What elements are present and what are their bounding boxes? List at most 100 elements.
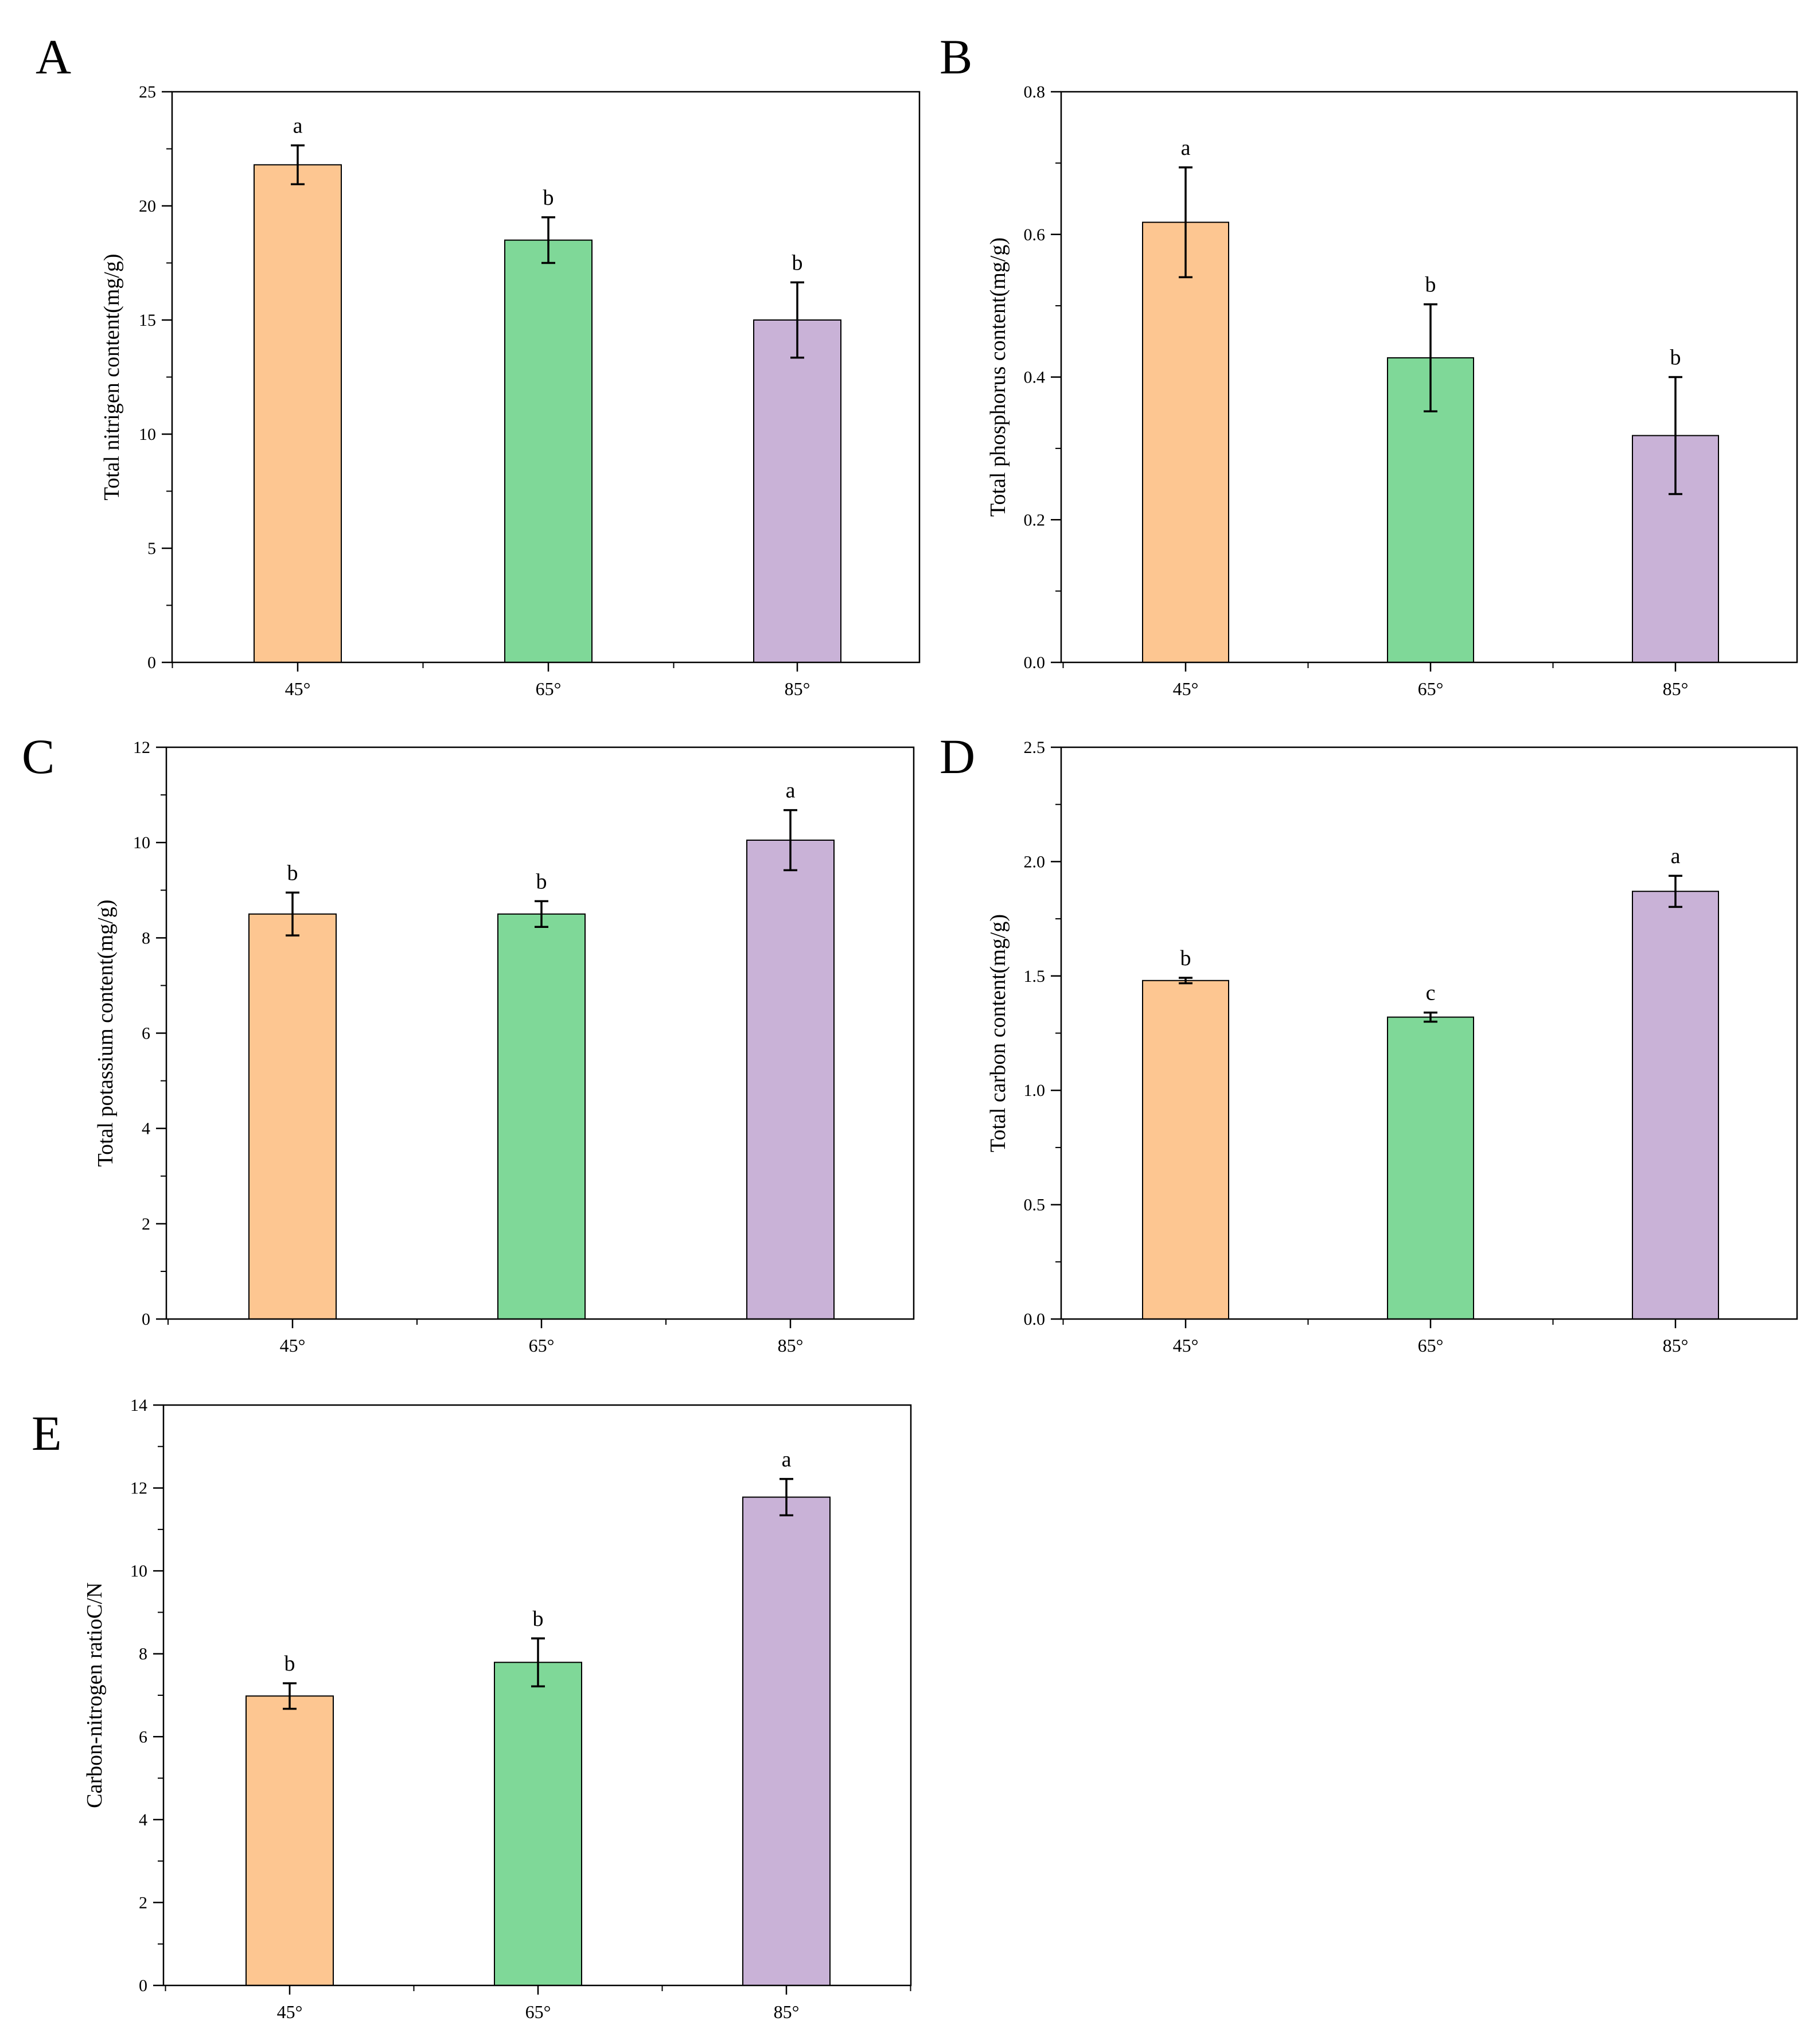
significance-label: a	[1671, 844, 1681, 868]
panel-letter: D	[940, 729, 975, 784]
y-tick-label: 20	[139, 197, 156, 216]
y-tick-label: 8	[142, 928, 150, 947]
y-axis-title: Total phosphorus content(mg/g)	[986, 237, 1010, 517]
panel-letter: E	[32, 1406, 62, 1461]
x-tick-label: 85°	[778, 1335, 804, 1356]
panel-e: Eb 45° b 65° a 85° 0 2 4 6 8 10 12 14 Carbon-nitrogen …	[32, 1396, 912, 2022]
x-tick-label: 65°	[529, 1335, 555, 1356]
y-tick-label: 14	[130, 1396, 147, 1415]
y-tick-label: 12	[133, 738, 150, 757]
y-tick-label: 2	[142, 1215, 150, 1234]
bar-2	[742, 1496, 831, 1986]
significance-label: b	[1425, 273, 1436, 297]
significance-label: b	[536, 869, 547, 894]
y-tick-label: 1.5	[1024, 967, 1046, 986]
x-tick-label: 85°	[1663, 678, 1689, 699]
significance-label: a	[293, 114, 303, 138]
significance-label: a	[786, 779, 796, 803]
panel-b: Ba 45° b 65° b 85° 0.0 0.2 0.4 0.6 0.8 Total phosph…	[940, 29, 1798, 699]
panel-letter: C	[22, 729, 54, 784]
y-tick-label: 0	[147, 653, 156, 672]
y-tick-label: 6	[142, 1024, 150, 1043]
y-tick-label: 0.0	[1024, 1310, 1046, 1329]
x-tick-label: 45°	[277, 2001, 303, 2022]
x-tick-label: 65°	[536, 678, 562, 699]
y-tick-label: 2.5	[1024, 738, 1046, 757]
significance-label: b	[1670, 346, 1681, 370]
y-tick-label: 6	[139, 1727, 147, 1746]
y-tick-label: 15	[139, 311, 156, 330]
y-axis-title: Carbon-nitrogen ratioC/N	[83, 1582, 107, 1808]
bar-1	[497, 913, 586, 1320]
y-tick-label: 25	[139, 83, 156, 102]
significance-label: b	[543, 186, 554, 210]
error-bar-2	[1669, 376, 1682, 495]
y-tick-label: 0.8	[1024, 83, 1046, 102]
bar-0	[1142, 980, 1229, 1320]
x-tick-label: 85°	[1663, 1335, 1689, 1356]
error-bar-2	[790, 281, 804, 359]
x-tick-label: 65°	[1418, 1335, 1444, 1356]
x-tick-label: 45°	[1173, 678, 1199, 699]
bar-0	[1142, 221, 1229, 663]
x-tick-label: 45°	[1173, 1335, 1199, 1356]
y-tick-label: 0.0	[1024, 653, 1046, 672]
y-tick-label: 4	[139, 1811, 147, 1829]
y-tick-label: 0	[139, 1976, 147, 1995]
panel-d: Db 45° c 65° a 85° 0.0 0.5 1.0 1.5 2.0 2.5 Total car…	[940, 729, 1798, 1356]
bar-0	[254, 164, 342, 663]
y-tick-label: 5	[147, 539, 156, 558]
y-tick-label: 10	[133, 833, 150, 852]
error-bar-2	[1669, 875, 1682, 908]
y-tick-label: 0.2	[1024, 510, 1046, 529]
significance-label: b	[792, 251, 803, 275]
y-tick-label: 2.0	[1024, 852, 1046, 871]
panel-c: Cb 45° b 65° a 85° 0 2 4 6 8 10 12 Total potassium co…	[22, 729, 915, 1356]
error-bar-2	[780, 1478, 793, 1517]
y-axis-title: Total nitrigen content(mg/g)	[100, 253, 124, 500]
y-tick-label: 4	[142, 1119, 150, 1138]
y-axis-title: Total potassium content(mg/g)	[93, 900, 118, 1167]
x-tick-label: 45°	[280, 1335, 306, 1356]
error-bar-1	[535, 900, 548, 928]
significance-label: a	[1181, 136, 1191, 160]
bar-1	[494, 1661, 582, 1986]
error-bar-2	[784, 809, 797, 872]
significance-label: b	[1180, 946, 1191, 970]
significance-label: b	[285, 1652, 295, 1676]
x-tick-label: 85°	[774, 2001, 800, 2022]
panel-letter: A	[36, 29, 71, 84]
error-bar-1	[1424, 303, 1437, 412]
bar-1	[504, 239, 593, 663]
y-tick-label: 0.6	[1024, 225, 1046, 244]
error-bar-1	[1424, 1011, 1437, 1023]
y-tick-label: 12	[130, 1479, 147, 1498]
significance-label: a	[782, 1447, 792, 1472]
y-tick-label: 1.0	[1024, 1081, 1046, 1100]
significance-label: b	[533, 1607, 544, 1631]
error-bar-0	[1179, 977, 1192, 985]
y-tick-label: 0	[142, 1310, 150, 1329]
y-tick-label: 0.5	[1024, 1196, 1046, 1215]
y-tick-label: 2	[139, 1893, 147, 1912]
panel-letter: B	[940, 29, 972, 84]
significance-label: c	[1426, 981, 1436, 1005]
bar-2	[746, 840, 835, 1320]
error-bar-0	[291, 144, 305, 185]
y-axis-title: Total carbon content(mg/g)	[986, 914, 1010, 1152]
y-tick-label: 10	[130, 1562, 147, 1581]
bar-0	[248, 913, 337, 1320]
error-bar-1	[531, 1637, 545, 1688]
x-tick-label: 65°	[1418, 678, 1444, 699]
bar-0	[245, 1695, 334, 1987]
error-bar-0	[286, 891, 299, 937]
x-tick-label: 45°	[285, 678, 311, 699]
y-tick-label: 10	[139, 425, 156, 444]
x-tick-label: 85°	[785, 678, 810, 699]
y-tick-label: 0.4	[1024, 368, 1046, 387]
panel-a: Aa 45° b 65° b 85° 0 5 10 15 20 25 Total nitrigen co…	[36, 29, 921, 699]
error-bar-0	[283, 1682, 297, 1710]
bar-2	[753, 319, 841, 663]
bar-1	[1387, 1016, 1474, 1320]
